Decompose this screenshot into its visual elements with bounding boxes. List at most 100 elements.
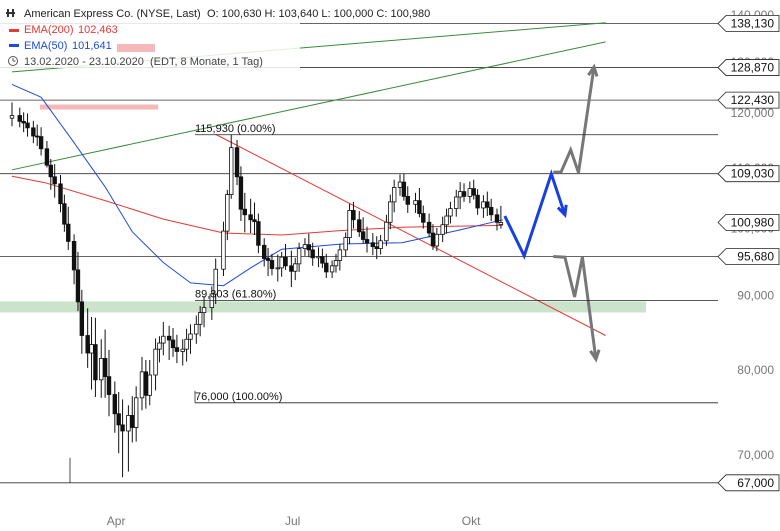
candle-body[interactable] bbox=[310, 249, 315, 259]
candle-body[interactable] bbox=[269, 260, 275, 269]
candle-body[interactable] bbox=[106, 376, 112, 395]
candle-body[interactable] bbox=[66, 223, 71, 242]
candle-body[interactable] bbox=[265, 258, 271, 261]
candle-body[interactable] bbox=[413, 200, 418, 205]
candle-body[interactable] bbox=[25, 122, 30, 129]
candle-body[interactable] bbox=[357, 219, 362, 233]
candle-body[interactable] bbox=[157, 342, 162, 350]
candle-body[interactable] bbox=[112, 394, 118, 415]
candle-body[interactable] bbox=[147, 374, 152, 396]
candle-body[interactable] bbox=[351, 210, 356, 221]
candle-body[interactable] bbox=[434, 233, 440, 247]
candle-body[interactable] bbox=[364, 239, 370, 244]
candle-body[interactable] bbox=[79, 301, 85, 336]
candle-body[interactable] bbox=[279, 256, 284, 269]
candle-body[interactable] bbox=[384, 221, 389, 242]
candle-body[interactable] bbox=[21, 120, 26, 124]
ema200-legend-item[interactable]: EMA(200) 102,463 bbox=[9, 24, 118, 36]
candle-body[interactable] bbox=[31, 127, 36, 137]
candle-body[interactable] bbox=[184, 338, 189, 350]
candle-body[interactable] bbox=[248, 214, 253, 221]
candle-body[interactable] bbox=[296, 248, 302, 265]
candle-body[interactable] bbox=[494, 214, 500, 223]
candle-body[interactable] bbox=[337, 249, 343, 261]
candle-body[interactable] bbox=[213, 268, 218, 295]
candle-body[interactable] bbox=[174, 347, 180, 352]
candle-body[interactable] bbox=[225, 194, 230, 232]
candle-body[interactable] bbox=[133, 397, 139, 428]
candle-body[interactable] bbox=[485, 201, 490, 208]
candle-body[interactable] bbox=[116, 413, 121, 426]
candle-body[interactable] bbox=[252, 219, 257, 223]
candle-body[interactable] bbox=[238, 176, 244, 210]
candle-body[interactable] bbox=[457, 191, 463, 198]
ema50-legend-item[interactable]: EMA(50) 101,641 bbox=[9, 40, 155, 52]
candle-body[interactable] bbox=[126, 415, 131, 432]
candle-body[interactable] bbox=[71, 241, 77, 271]
candle-body[interactable] bbox=[48, 164, 53, 178]
candle-body[interactable] bbox=[370, 242, 376, 248]
candle-body[interactable] bbox=[461, 191, 467, 197]
candle-body[interactable] bbox=[475, 194, 480, 209]
candle-body[interactable] bbox=[229, 147, 234, 196]
candle-body[interactable] bbox=[62, 203, 67, 225]
candle-body[interactable] bbox=[289, 265, 294, 272]
candle-body[interactable] bbox=[302, 244, 308, 249]
candle-body[interactable] bbox=[388, 201, 393, 223]
candle-body[interactable] bbox=[293, 263, 298, 272]
candle-body[interactable] bbox=[374, 246, 379, 249]
candle-body[interactable] bbox=[444, 215, 449, 226]
candle-body[interactable] bbox=[481, 201, 486, 209]
candle-body[interactable] bbox=[426, 221, 432, 234]
candle-body[interactable] bbox=[194, 323, 199, 335]
candle-body[interactable] bbox=[430, 232, 436, 247]
candle-body[interactable] bbox=[209, 293, 215, 308]
candle-body[interactable] bbox=[378, 240, 383, 249]
candle-body[interactable] bbox=[401, 181, 407, 197]
candle-body[interactable] bbox=[405, 196, 410, 205]
candle-body[interactable] bbox=[440, 224, 445, 235]
candle-body[interactable] bbox=[143, 371, 149, 396]
candle-body[interactable] bbox=[256, 221, 261, 246]
candle-body[interactable] bbox=[306, 244, 312, 251]
candle-body[interactable] bbox=[343, 237, 348, 251]
candle-body[interactable] bbox=[170, 339, 176, 349]
settings-icon[interactable] bbox=[6, 9, 15, 17]
candle-body[interactable] bbox=[38, 136, 44, 150]
candle-body[interactable] bbox=[197, 312, 203, 325]
candle-body[interactable] bbox=[454, 196, 459, 209]
candle-body[interactable] bbox=[130, 415, 135, 428]
candle-body[interactable] bbox=[93, 344, 98, 381]
candle-body[interactable] bbox=[166, 335, 172, 341]
candle-body[interactable] bbox=[99, 358, 104, 381]
candle-body[interactable] bbox=[9, 115, 15, 119]
candle-body[interactable] bbox=[188, 333, 193, 340]
candle-body[interactable] bbox=[242, 208, 247, 216]
candle-body[interactable] bbox=[89, 344, 94, 354]
candle-body[interactable] bbox=[498, 221, 504, 226]
candle-body[interactable] bbox=[316, 256, 321, 259]
candle-body[interactable] bbox=[234, 147, 240, 178]
candle-body[interactable] bbox=[120, 424, 125, 432]
candle-body[interactable] bbox=[360, 231, 366, 240]
candle-body[interactable] bbox=[85, 335, 90, 354]
candle-body[interactable] bbox=[397, 181, 403, 188]
candle-body[interactable] bbox=[417, 200, 422, 214]
candle-body[interactable] bbox=[139, 371, 145, 399]
candle-body[interactable] bbox=[58, 183, 63, 205]
candle-body[interactable] bbox=[153, 348, 158, 376]
candle-body[interactable] bbox=[35, 135, 40, 138]
candle-body[interactable] bbox=[261, 244, 267, 259]
candle-body[interactable] bbox=[221, 230, 226, 270]
candle-body[interactable] bbox=[324, 262, 329, 273]
candle-body[interactable] bbox=[102, 358, 108, 378]
candle-body[interactable] bbox=[17, 115, 22, 122]
candle-body[interactable] bbox=[391, 187, 397, 203]
candle-body[interactable] bbox=[488, 206, 494, 216]
candle-body[interactable] bbox=[421, 213, 426, 223]
candle-body[interactable] bbox=[320, 256, 325, 264]
candle-body[interactable] bbox=[275, 267, 280, 270]
candle-body[interactable] bbox=[44, 148, 50, 166]
candle-body[interactable] bbox=[75, 269, 81, 303]
